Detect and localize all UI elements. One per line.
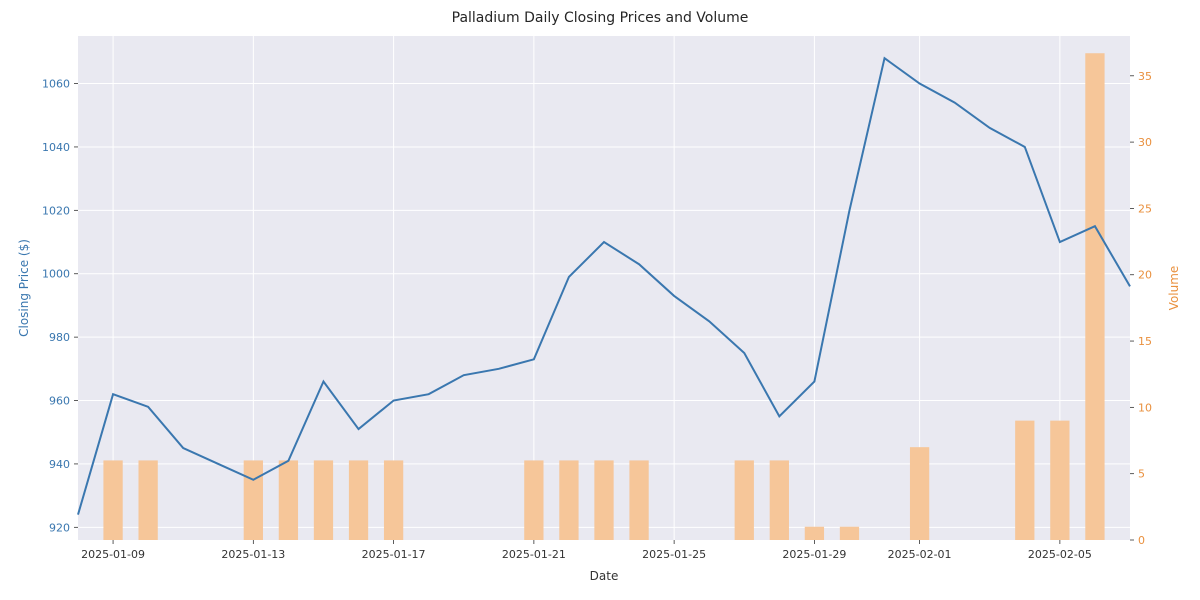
- y2-tick-label: 35: [1138, 70, 1152, 83]
- y1-axis-label: Closing Price ($): [17, 239, 31, 337]
- y2-tick-label: 10: [1138, 401, 1152, 414]
- y2-tick-label: 30: [1138, 136, 1152, 149]
- x-tick-label: 2025-02-01: [888, 548, 952, 561]
- volume-bar: [1085, 53, 1104, 540]
- x-tick-label: 2025-01-17: [362, 548, 426, 561]
- volume-bar: [559, 460, 578, 540]
- y1-tick-label: 960: [49, 395, 70, 408]
- volume-bar: [524, 460, 543, 540]
- y2-tick-label: 20: [1138, 269, 1152, 282]
- y1-tick-label: 1060: [42, 78, 70, 91]
- volume-bar: [384, 460, 403, 540]
- y2-tick-label: 25: [1138, 202, 1152, 215]
- y1-tick-label: 980: [49, 331, 70, 344]
- volume-bar: [805, 527, 824, 540]
- volume-bar: [103, 460, 122, 540]
- x-tick-label: 2025-01-21: [502, 548, 566, 561]
- x-tick-label: 2025-01-09: [81, 548, 145, 561]
- x-tick-label: 2025-01-13: [221, 548, 285, 561]
- volume-bar: [840, 527, 859, 540]
- volume-bar: [629, 460, 648, 540]
- x-axis-label: Date: [590, 569, 619, 583]
- volume-bar: [244, 460, 263, 540]
- volume-bar: [910, 447, 929, 540]
- volume-bar: [1050, 421, 1069, 540]
- volume-bar: [314, 460, 333, 540]
- x-tick-label: 2025-01-25: [642, 548, 706, 561]
- y1-tick-label: 920: [49, 521, 70, 534]
- volume-bar: [594, 460, 613, 540]
- volume-bar: [735, 460, 754, 540]
- chart-title: Palladium Daily Closing Prices and Volum…: [0, 10, 1200, 26]
- chart-svg: 2025-01-09 2025-01-13 2025-01-17 2025-01-21…: [0, 0, 1200, 600]
- x-tick-label: 2025-01-29: [782, 548, 846, 561]
- volume-bar: [279, 460, 298, 540]
- y1-tick-label: 1000: [42, 268, 70, 281]
- y2-tick-label: 15: [1138, 335, 1152, 348]
- y2-tick-label: 5: [1138, 468, 1145, 481]
- chart-container: Palladium Daily Closing Prices and Volum…: [0, 0, 1200, 600]
- volume-bar: [138, 460, 157, 540]
- y1-tick-label: 940: [49, 458, 70, 471]
- x-tick-label: 2025-02-05: [1028, 548, 1092, 561]
- y1-tick-label: 1040: [42, 141, 70, 154]
- y2-tick-label: 0: [1138, 534, 1145, 547]
- y1-tick-label: 1020: [42, 204, 70, 217]
- y2-axis-label: Volume: [1167, 266, 1181, 311]
- volume-bar: [770, 460, 789, 540]
- volume-bar: [349, 460, 368, 540]
- volume-bar: [1015, 421, 1034, 540]
